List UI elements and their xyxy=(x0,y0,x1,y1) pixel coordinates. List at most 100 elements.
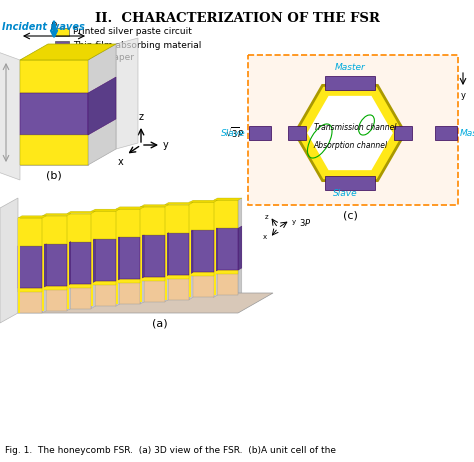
Polygon shape xyxy=(67,242,91,284)
Polygon shape xyxy=(18,218,43,246)
Bar xyxy=(214,200,216,295)
Text: Absorption channel: Absorption channel xyxy=(313,140,387,150)
Polygon shape xyxy=(43,244,46,288)
Polygon shape xyxy=(20,44,116,60)
Polygon shape xyxy=(238,226,242,270)
Polygon shape xyxy=(164,275,189,279)
Text: Fig. 1.  The honeycomb FSR.  (a) 3D view of the FSR.  (b)A unit cell of the: Fig. 1. The honeycomb FSR. (a) 3D view o… xyxy=(5,446,336,455)
Bar xyxy=(249,126,271,140)
Polygon shape xyxy=(189,231,214,273)
Polygon shape xyxy=(0,52,20,180)
Polygon shape xyxy=(88,77,116,135)
Text: Printed silver paste circuit: Printed silver paste circuit xyxy=(73,28,192,36)
Text: x: x xyxy=(263,234,267,240)
Polygon shape xyxy=(164,205,189,233)
Polygon shape xyxy=(67,242,71,286)
Polygon shape xyxy=(67,211,95,213)
Bar xyxy=(55,28,69,36)
Polygon shape xyxy=(67,284,91,309)
Polygon shape xyxy=(43,244,67,286)
Text: z: z xyxy=(264,214,268,220)
Polygon shape xyxy=(43,286,67,290)
Text: Incident waves: Incident waves xyxy=(2,22,85,32)
Text: II.  CHARACTERIZATION OF THE FSR: II. CHARACTERIZATION OF THE FSR xyxy=(94,12,380,25)
Text: (b): (b) xyxy=(46,171,62,181)
Polygon shape xyxy=(18,216,46,218)
Polygon shape xyxy=(164,205,169,302)
Polygon shape xyxy=(116,237,119,281)
Polygon shape xyxy=(88,44,116,165)
Polygon shape xyxy=(91,211,116,239)
Polygon shape xyxy=(116,209,119,306)
Polygon shape xyxy=(214,270,238,274)
Polygon shape xyxy=(189,202,214,231)
Polygon shape xyxy=(116,38,138,149)
Polygon shape xyxy=(91,211,95,309)
Polygon shape xyxy=(307,96,393,170)
Text: Slave: Slave xyxy=(333,188,357,197)
Text: $h_r$: $h_r$ xyxy=(32,108,43,120)
Polygon shape xyxy=(164,275,189,300)
Polygon shape xyxy=(116,279,140,283)
Polygon shape xyxy=(67,284,91,287)
Polygon shape xyxy=(238,198,242,295)
Text: Master: Master xyxy=(460,128,474,138)
Bar xyxy=(116,209,118,304)
Text: Transmission channel: Transmission channel xyxy=(314,123,396,133)
Text: y: y xyxy=(292,219,296,225)
Text: y: y xyxy=(163,140,169,150)
Bar xyxy=(325,76,375,90)
Polygon shape xyxy=(164,233,169,277)
Bar xyxy=(435,126,457,140)
Bar xyxy=(140,207,142,302)
Text: y: y xyxy=(461,91,465,100)
Polygon shape xyxy=(91,239,116,281)
Bar xyxy=(20,135,88,165)
Bar xyxy=(325,176,375,190)
Polygon shape xyxy=(116,279,140,304)
Text: z: z xyxy=(138,112,144,122)
Text: $t_{sr}$: $t_{sr}$ xyxy=(423,139,433,151)
Bar xyxy=(189,202,191,298)
Polygon shape xyxy=(189,231,193,275)
Polygon shape xyxy=(140,235,164,277)
Polygon shape xyxy=(43,216,46,313)
Polygon shape xyxy=(140,207,164,235)
Text: Thin film absorbing material: Thin film absorbing material xyxy=(73,41,201,49)
Polygon shape xyxy=(189,202,193,300)
Text: $p$: $p$ xyxy=(50,20,58,32)
Polygon shape xyxy=(214,228,238,270)
Polygon shape xyxy=(140,207,144,304)
Bar xyxy=(248,55,458,205)
Polygon shape xyxy=(140,205,169,207)
Bar xyxy=(20,93,88,135)
Polygon shape xyxy=(18,288,43,292)
Bar xyxy=(394,126,412,140)
Bar xyxy=(43,216,45,311)
Polygon shape xyxy=(67,213,91,242)
Polygon shape xyxy=(189,200,218,202)
Polygon shape xyxy=(214,270,238,295)
Polygon shape xyxy=(67,213,71,311)
Text: x: x xyxy=(117,157,123,167)
Polygon shape xyxy=(91,209,119,211)
Polygon shape xyxy=(18,293,273,313)
Polygon shape xyxy=(140,277,164,302)
Text: (c): (c) xyxy=(343,211,357,221)
Text: (a): (a) xyxy=(152,319,168,329)
Bar xyxy=(20,60,88,165)
Polygon shape xyxy=(214,198,242,200)
Polygon shape xyxy=(214,228,218,273)
Polygon shape xyxy=(164,202,193,205)
Polygon shape xyxy=(43,216,67,244)
Bar xyxy=(55,41,69,49)
Text: Aramid Paper: Aramid Paper xyxy=(73,54,134,62)
Polygon shape xyxy=(18,288,43,313)
Polygon shape xyxy=(43,286,67,311)
Polygon shape xyxy=(214,200,218,298)
Polygon shape xyxy=(189,273,214,298)
Polygon shape xyxy=(189,273,214,276)
Text: $t_s + t_r$: $t_s + t_r$ xyxy=(328,168,351,181)
Text: Master: Master xyxy=(335,62,365,72)
Polygon shape xyxy=(91,281,116,286)
